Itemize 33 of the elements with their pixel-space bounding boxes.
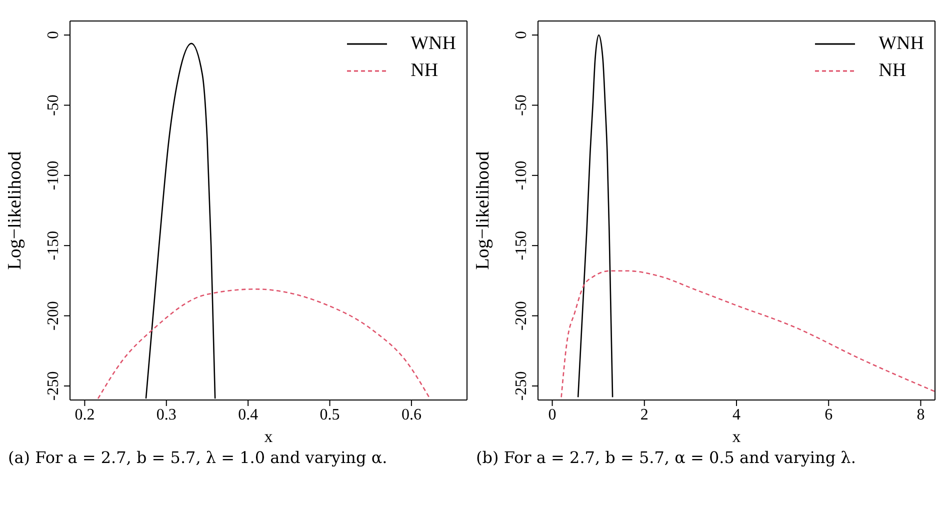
- x-tick-label: 4: [732, 406, 740, 424]
- line-series: [560, 270, 935, 398]
- x-tick-label: 0: [548, 406, 556, 424]
- text: (b) For a = 2.7, b = 5.7, α = 0.5 and varying λ.: [476, 448, 857, 468]
- y-tick-label: -250: [513, 371, 530, 401]
- x-tick-label: 0.5: [320, 406, 340, 424]
- line-series: [577, 34, 614, 398]
- x-tick-label: 0.4: [238, 406, 258, 424]
- y-tick-label: -200: [513, 301, 530, 330]
- text: (a) For a = 2.7, b = 5.7, λ = 1.0 and varying α.: [8, 448, 388, 468]
- y-tick-label: 0: [45, 31, 62, 40]
- x-axis-title: x: [264, 427, 274, 446]
- x-tick-label: 0.3: [156, 406, 176, 424]
- y-tick-label: -150: [45, 230, 62, 260]
- line-series: [97, 288, 430, 400]
- y-tick-label: -150: [513, 230, 530, 260]
- y-tick-label: -50: [45, 94, 62, 116]
- y-tick-label: -100: [45, 160, 62, 190]
- legend-label: WNH: [878, 32, 924, 54]
- legend-label: NH: [410, 60, 438, 82]
- legend-label: NH: [878, 60, 906, 82]
- legend-label: WNH: [410, 32, 456, 54]
- y-tick-label: -200: [45, 301, 62, 330]
- x-tick-label: 6: [824, 406, 833, 424]
- x-tick-label: 8: [916, 406, 925, 424]
- y-tick-label: -50: [513, 94, 530, 116]
- x-tick-label: 0.2: [74, 406, 95, 424]
- x-tick-label: 2: [640, 406, 648, 424]
- y-tick-label: 0: [513, 31, 530, 40]
- x-axis-title: x: [732, 427, 742, 446]
- x-tick-label: 0.6: [401, 406, 422, 424]
- y-tick-label: -100: [513, 160, 530, 190]
- y-tick-label: -250: [45, 371, 62, 401]
